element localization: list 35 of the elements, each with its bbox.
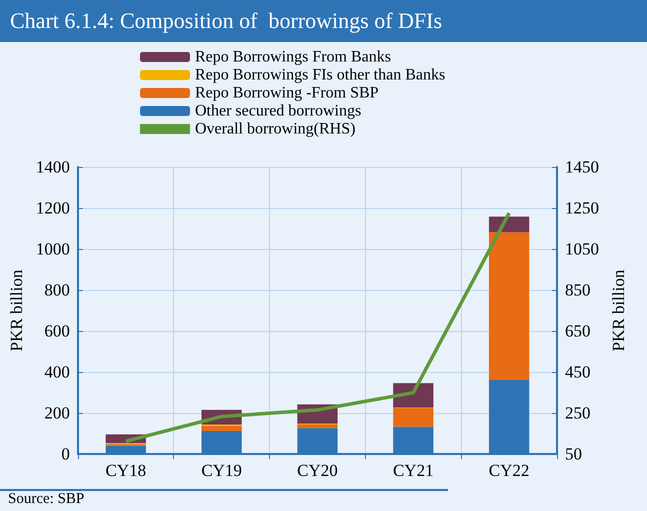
chart-title: Chart 6.1.4: Composition of borrowings of DFIs [0, 0, 647, 42]
x-tick-label: CY20 [297, 461, 338, 480]
legend-label: Repo Borrowings FIs other than Banks [195, 66, 446, 84]
y2-axis-title: PKR billion [608, 269, 628, 352]
y2-tick-label: 450 [565, 362, 590, 382]
x-tick-label: CY18 [105, 461, 146, 480]
y2-tick-label: 250 [565, 404, 590, 422]
y-tick-label: 1200 [36, 198, 70, 218]
line-series [124, 211, 511, 444]
y2-tick-label: 650 [565, 322, 590, 340]
y2-tick-label: 1250 [565, 198, 599, 218]
source-note: Source: SBP [0, 489, 448, 508]
x-tick-label: CY19 [201, 461, 242, 480]
y-axis-title: PKR billion [7, 269, 26, 352]
bar [297, 424, 338, 428]
y2-tick-label: 1450 [565, 158, 599, 176]
y-tick-label: 600 [44, 322, 70, 340]
y-tick-label: 400 [44, 362, 70, 382]
y-tick-label: 1400 [36, 158, 70, 176]
bar [393, 408, 434, 427]
x-tick-label: CY21 [392, 461, 434, 480]
x-tick-label: CY22 [488, 461, 530, 480]
legend-label: Repo Borrowing -From SBP [195, 84, 379, 102]
bar [488, 232, 530, 380]
legend-label: Overall borrowing(RHS) [195, 120, 356, 138]
legend-label: Other secured borrowings [195, 102, 362, 120]
bar [202, 426, 242, 432]
y-tick-label: 1000 [36, 240, 70, 258]
y2-tick-label: 850 [565, 280, 590, 300]
y-tick-label: 200 [44, 404, 70, 422]
y-tick-label: 800 [44, 280, 70, 300]
legend-label: Repo Borrowings From Banks [195, 48, 391, 66]
y2-tick-label: 1050 [565, 240, 599, 258]
y2-tick-label: 50 [565, 444, 582, 464]
y-tick-label: 0 [61, 444, 70, 464]
